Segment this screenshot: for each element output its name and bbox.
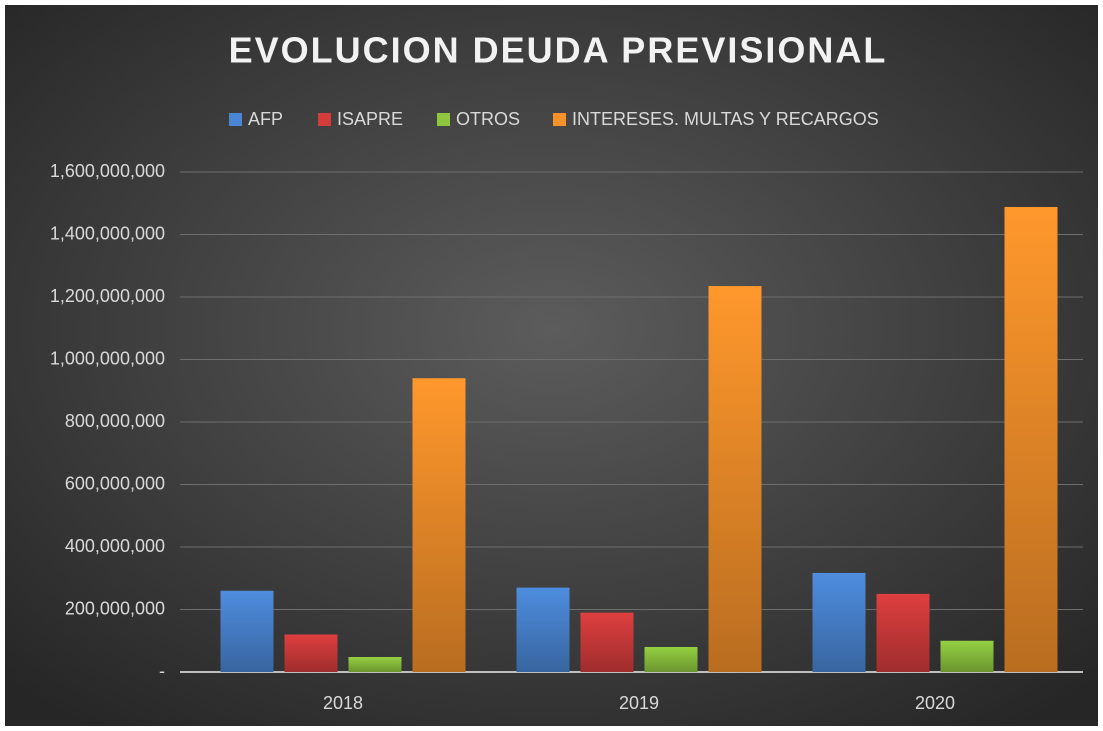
legend-swatch — [318, 113, 331, 126]
y-tick-label: 1,600,000,000 — [50, 161, 165, 181]
bar — [516, 587, 570, 672]
legend-label: AFP — [248, 109, 283, 129]
bar — [644, 647, 698, 672]
y-tick-label: - — [159, 661, 165, 681]
x-tick-label: 2019 — [619, 693, 659, 713]
y-tick-label: 200,000,000 — [65, 598, 165, 618]
x-tick-label: 2020 — [915, 693, 955, 713]
bar — [412, 378, 466, 672]
bar — [812, 572, 866, 672]
bar — [348, 657, 402, 672]
bar — [940, 640, 994, 672]
y-tick-label: 800,000,000 — [65, 411, 165, 431]
x-tick-label: 2018 — [323, 693, 363, 713]
bar — [580, 612, 634, 672]
legend-label: ISAPRE — [337, 109, 403, 129]
legend-swatch — [229, 113, 242, 126]
y-tick-label: 1,200,000,000 — [50, 286, 165, 306]
bar — [1004, 207, 1058, 672]
chart-title: EVOLUCION DEUDA PREVISIONAL — [229, 30, 888, 71]
y-tick-label: 1,000,000,000 — [50, 348, 165, 368]
bar — [284, 634, 338, 672]
legend-swatch — [437, 113, 450, 126]
bar — [708, 286, 762, 672]
bar — [876, 593, 930, 672]
bar — [220, 590, 274, 672]
y-tick-label: 1,400,000,000 — [50, 223, 165, 243]
y-tick-label: 600,000,000 — [65, 473, 165, 493]
legend-swatch — [553, 113, 566, 126]
y-tick-label: 400,000,000 — [65, 536, 165, 556]
legend-label: OTROS — [456, 109, 520, 129]
legend-label: INTERESES. MULTAS Y RECARGOS — [572, 109, 879, 129]
